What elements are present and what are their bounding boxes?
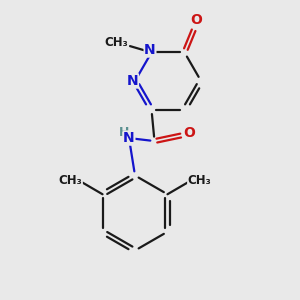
Text: N: N bbox=[127, 74, 138, 88]
Text: H: H bbox=[118, 126, 129, 139]
Text: O: O bbox=[190, 13, 202, 27]
Text: O: O bbox=[184, 126, 196, 140]
Text: CH₃: CH₃ bbox=[58, 174, 82, 187]
Text: CH₃: CH₃ bbox=[188, 174, 212, 187]
Text: N: N bbox=[144, 43, 156, 57]
Text: CH₃: CH₃ bbox=[104, 36, 128, 49]
Text: N: N bbox=[123, 131, 135, 145]
